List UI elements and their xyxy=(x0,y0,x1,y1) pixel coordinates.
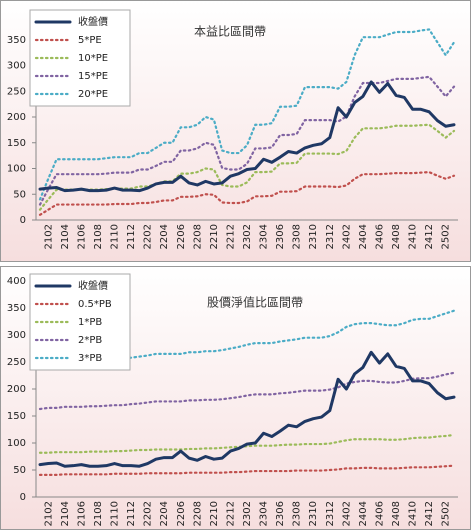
y-tick-label: 0 xyxy=(20,215,26,226)
series-line xyxy=(38,123,456,211)
y-tick-label: 300 xyxy=(7,330,26,341)
x-tick-label: 2202 xyxy=(143,501,154,526)
series-line xyxy=(38,80,456,193)
x-tick-label: 2210 xyxy=(209,224,220,249)
x-tick-label: 2410 xyxy=(408,501,419,526)
x-tick-label: 2108 xyxy=(93,501,104,526)
y-tick-label: 350 xyxy=(7,35,26,46)
y-tick-label: 0 xyxy=(20,492,26,503)
x-tick-label: 2206 xyxy=(176,224,187,249)
x-tick-label: 2404 xyxy=(358,501,369,526)
y-tick-label: 200 xyxy=(7,384,26,395)
y-tick-label: 100 xyxy=(7,164,26,175)
chart-title: 股價淨值比區間帶 xyxy=(207,295,303,310)
y-tick-label: 150 xyxy=(7,138,26,149)
x-tick-label: 2406 xyxy=(374,501,385,526)
series-line xyxy=(38,371,456,411)
x-tick-label: 2306 xyxy=(275,501,286,526)
x-tick-label: 2312 xyxy=(325,224,336,249)
y-tick-label: 50 xyxy=(13,465,26,476)
x-tick-label: 2312 xyxy=(325,501,336,526)
legend-label: 3*PB xyxy=(78,353,102,364)
x-tick-label: 2308 xyxy=(292,501,303,526)
x-tick-label: 2308 xyxy=(292,224,303,249)
x-tick-label: 2104 xyxy=(60,501,71,526)
x-tick-label: 2212 xyxy=(225,224,236,249)
y-tick-label: 50 xyxy=(13,189,26,200)
series-line xyxy=(38,75,456,206)
x-tick-label: 2408 xyxy=(391,501,402,526)
x-tick-label: 2202 xyxy=(143,224,154,249)
x-tick-label: 2110 xyxy=(110,501,121,526)
x-tick-label: 2208 xyxy=(192,224,203,249)
x-tick-label: 2102 xyxy=(43,501,54,526)
x-tick-label: 2206 xyxy=(176,501,187,526)
x-tick-label: 2310 xyxy=(308,501,319,526)
x-tick-label: 2408 xyxy=(391,224,402,249)
y-tick-label: 150 xyxy=(7,411,26,422)
y-tick-label: 250 xyxy=(7,357,26,368)
legend-label: 5*PE xyxy=(78,35,102,46)
x-tick-label: 2306 xyxy=(275,224,286,249)
x-tick-label: 2110 xyxy=(110,224,121,249)
x-tick-label: 2106 xyxy=(76,501,87,526)
x-tick-label: 2412 xyxy=(424,501,435,526)
x-tick-label: 2402 xyxy=(341,224,352,249)
x-tick-label: 2304 xyxy=(259,501,270,526)
y-tick-label: 350 xyxy=(7,303,26,314)
x-tick-label: 2412 xyxy=(424,224,435,249)
x-tick-label: 2204 xyxy=(159,501,170,526)
series-line xyxy=(38,464,456,476)
x-tick-label: 2212 xyxy=(225,501,236,526)
x-tick-label: 2102 xyxy=(43,224,54,249)
x-tick-label: 2304 xyxy=(259,224,270,249)
x-tick-label: 2112 xyxy=(126,224,137,249)
series-line xyxy=(38,171,456,216)
y-tick-label: 100 xyxy=(7,438,26,449)
y-tick-label: 250 xyxy=(7,86,26,97)
y-tick-label: 300 xyxy=(7,61,26,72)
x-tick-label: 2410 xyxy=(408,224,419,249)
x-tick-label: 2302 xyxy=(242,501,253,526)
x-tick-label: 2302 xyxy=(242,224,253,249)
x-tick-label: 2106 xyxy=(76,224,87,249)
series-line xyxy=(38,350,456,468)
x-tick-label: 2108 xyxy=(93,224,104,249)
legend-label: 20*PE xyxy=(78,89,108,100)
legend-label: 0.5*PB xyxy=(78,299,112,310)
series-line xyxy=(38,433,456,454)
chart-title: 本益比區間帶 xyxy=(194,25,266,39)
x-tick-label: 2112 xyxy=(126,501,137,526)
legend-label: 1*PB xyxy=(78,317,102,328)
legend-label: 10*PE xyxy=(78,53,108,64)
x-tick-label: 2402 xyxy=(341,501,352,526)
y-tick-label: 400 xyxy=(7,276,26,287)
x-tick-label: 2204 xyxy=(159,224,170,249)
x-tick-label: 2404 xyxy=(358,224,369,249)
legend-label: 收盤價 xyxy=(78,15,108,28)
x-tick-label: 2210 xyxy=(209,501,220,526)
x-tick-label: 2502 xyxy=(441,224,452,249)
legend-label: 15*PE xyxy=(78,71,108,82)
y-tick-label: 200 xyxy=(7,112,26,123)
x-tick-label: 2502 xyxy=(441,501,452,526)
x-tick-label: 2208 xyxy=(192,501,203,526)
legend-label: 2*PB xyxy=(78,335,102,346)
x-tick-label: 2406 xyxy=(374,224,385,249)
x-tick-label: 2104 xyxy=(60,224,71,249)
legend-label: 收盤價 xyxy=(78,279,108,292)
x-tick-label: 2310 xyxy=(308,224,319,249)
series-line xyxy=(38,28,456,201)
